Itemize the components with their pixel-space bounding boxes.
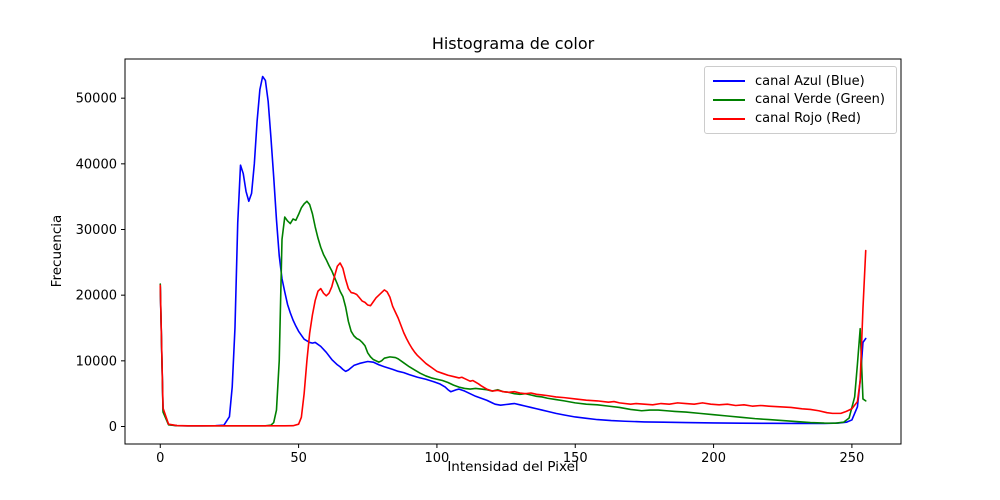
legend-line-red-icon <box>713 117 745 120</box>
y-tick-label: 20000 <box>76 289 117 304</box>
legend-line-blue-icon <box>713 80 745 83</box>
x-tick-label: 200 <box>701 451 726 466</box>
legend-label-blue: canal Azul (Blue) <box>755 73 865 89</box>
series-line-0 <box>159 75 867 427</box>
y-tick-label: 50000 <box>76 92 117 107</box>
series-line-1 <box>159 200 867 427</box>
series-line-2 <box>159 249 867 427</box>
x-tick-label: 50 <box>290 451 307 466</box>
x-tick-label: 250 <box>839 451 864 466</box>
legend: canal Azul (Blue) canal Verde (Green) ca… <box>704 66 897 134</box>
y-tick-label: 30000 <box>76 223 117 238</box>
x-tick-label: 100 <box>425 451 450 466</box>
x-tick-label: 150 <box>563 451 588 466</box>
y-tick-label: 10000 <box>76 354 117 369</box>
legend-item-red: canal Rojo (Red) <box>713 112 888 125</box>
legend-item-green: canal Verde (Green) <box>713 93 888 106</box>
y-tick-label: 40000 <box>76 157 117 172</box>
y-tick-label: 0 <box>109 420 117 435</box>
legend-label-red: canal Rojo (Red) <box>755 111 862 127</box>
y-axis-label: Frecuencia <box>49 214 65 288</box>
x-axis-label: Intensidad del Pixel <box>447 459 579 475</box>
legend-item-blue: canal Azul (Blue) <box>713 75 888 88</box>
x-tick-label: 0 <box>156 451 164 466</box>
legend-label-green: canal Verde (Green) <box>755 92 885 108</box>
legend-line-green-icon <box>713 98 745 101</box>
axes-spines <box>124 58 902 445</box>
chart-title: Histograma de color <box>431 34 595 53</box>
